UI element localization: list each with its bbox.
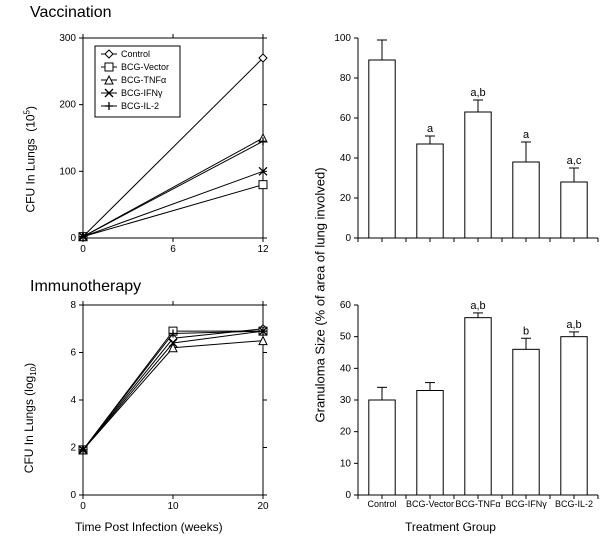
svg-text:80: 80 — [340, 73, 352, 84]
svg-text:a,b: a,b — [566, 319, 581, 331]
svg-text:2: 2 — [70, 443, 76, 454]
vaccination-bar-chart: 0 20 40 60 80 100 a a,b a a,c — [333, 28, 603, 258]
svg-text:8: 8 — [70, 300, 76, 311]
svg-text:60: 60 — [340, 113, 352, 124]
ylabel-granuloma: Granuloma Size (% of area of lung involv… — [313, 123, 328, 423]
svg-text:300: 300 — [59, 33, 76, 44]
immunotherapy-bar-chart: 0 10 20 30 40 50 60 Control BCG-Vector a,b BCG-TNF… — [333, 300, 603, 515]
svg-text:20: 20 — [257, 501, 269, 512]
svg-text:100: 100 — [59, 166, 76, 177]
svg-text:60: 60 — [340, 300, 352, 311]
svg-text:200: 200 — [59, 100, 76, 111]
svg-text:BCG-IL-2: BCG-IL-2 — [555, 499, 593, 509]
svg-text:0: 0 — [345, 233, 351, 244]
svg-text:b: b — [523, 325, 529, 337]
svg-text:BCG-TNFα: BCG-TNFα — [121, 75, 166, 85]
svg-text:0: 0 — [345, 490, 351, 501]
svg-text:100: 100 — [334, 33, 351, 44]
vaccination-line-chart: 0 100 200 300 0 6 12 Control BCG-Vector BCG-TNFα B… — [55, 28, 285, 258]
svg-text:a: a — [427, 123, 434, 135]
xlabel-treatment: Treatment Group — [405, 520, 496, 534]
svg-text:BCG-Vector: BCG-Vector — [121, 62, 169, 72]
svg-text:0: 0 — [70, 233, 76, 244]
svg-text:40: 40 — [340, 363, 352, 374]
svg-text:30: 30 — [340, 395, 352, 406]
svg-text:BCG-IL-2: BCG-IL-2 — [121, 101, 159, 111]
svg-text:4: 4 — [70, 395, 76, 406]
ylabel-cfu-log10: CFU In Lungs (log10) — [22, 333, 38, 473]
svg-text:a,c: a,c — [567, 155, 582, 167]
svg-text:a,b: a,b — [470, 87, 485, 99]
svg-text:Control: Control — [367, 499, 396, 509]
svg-text:10: 10 — [167, 501, 179, 512]
svg-text:20: 20 — [340, 427, 352, 438]
immunotherapy-title: Immunotherapy — [30, 278, 141, 296]
vaccination-title: Vaccination — [30, 4, 112, 22]
svg-text:Control: Control — [121, 49, 150, 59]
svg-text:BCG-IFNγ: BCG-IFNγ — [505, 499, 547, 509]
figure-root: { "titles": { "vaccination": "Vaccinatio… — [0, 0, 613, 545]
ylabel-cfu-105: CFU In Lungs (105) — [23, 73, 38, 213]
svg-text:20: 20 — [340, 193, 352, 204]
svg-text:a: a — [523, 129, 530, 141]
svg-text:a,b: a,b — [470, 300, 485, 312]
svg-text:40: 40 — [340, 153, 352, 164]
svg-text:10: 10 — [340, 458, 352, 469]
svg-text:0: 0 — [80, 244, 86, 255]
svg-text:0: 0 — [70, 490, 76, 501]
svg-text:6: 6 — [70, 348, 76, 359]
svg-text:BCG-Vector: BCG-Vector — [406, 499, 454, 509]
svg-text:BCG-TNFα: BCG-TNFα — [455, 499, 500, 509]
svg-text:0: 0 — [80, 501, 86, 512]
immunotherapy-line-chart: 0 2 4 6 8 0 10 20 — [55, 300, 285, 520]
svg-text:50: 50 — [340, 332, 352, 343]
svg-text:6: 6 — [170, 244, 176, 255]
svg-text:BCG-IFNγ: BCG-IFNγ — [121, 88, 163, 98]
svg-text:12: 12 — [257, 244, 269, 255]
xlabel-time: Time Post Infection (weeks) — [75, 520, 223, 534]
